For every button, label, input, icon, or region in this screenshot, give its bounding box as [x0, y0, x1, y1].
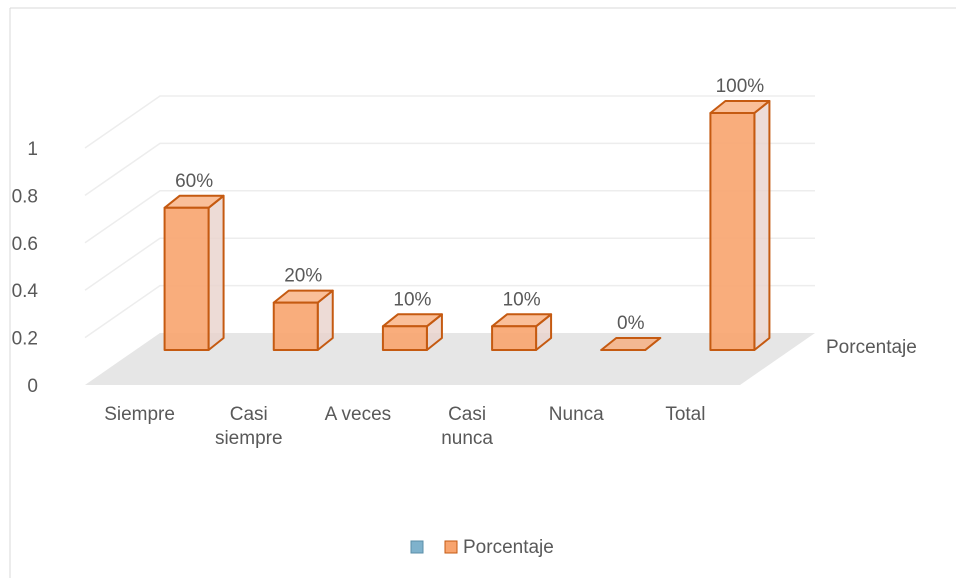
- bar-face: [381, 325, 428, 351]
- data-label: 60%: [175, 171, 213, 192]
- x-tick-label: Casi nunca: [441, 404, 493, 449]
- bar-face: [753, 100, 771, 351]
- x-tick-label: Casi siempre: [214, 404, 283, 449]
- bar-face: [163, 206, 210, 351]
- grid-line: [84, 142, 815, 197]
- bar-face: [207, 194, 225, 351]
- y-tick-label: 1: [27, 139, 38, 160]
- x-tick-label: A veces: [324, 404, 392, 425]
- depth-axis-label: Porcentaje: [826, 337, 917, 358]
- data-label: 0%: [617, 313, 645, 334]
- bar-face: [491, 325, 538, 351]
- y-tick-label: 0.2: [12, 329, 38, 350]
- x-tick-label: Total: [665, 404, 706, 425]
- data-label: 10%: [503, 289, 541, 310]
- bar: [491, 313, 553, 351]
- grid-line: [84, 237, 815, 291]
- bar-face: [272, 301, 319, 351]
- x-tick-label: Siempre: [104, 404, 175, 425]
- data-label: 10%: [393, 289, 431, 310]
- grid-line: [84, 284, 815, 339]
- bar-face: [709, 112, 756, 351]
- bar: [381, 313, 443, 351]
- bar: [600, 337, 662, 351]
- legend-swatch: [410, 540, 424, 554]
- y-tick-label: 0.8: [12, 186, 38, 207]
- bar: [709, 100, 771, 351]
- bar: [163, 194, 225, 351]
- grid-line: [84, 190, 815, 244]
- x-tick-label: Nunca: [548, 404, 604, 425]
- data-label: 20%: [284, 266, 322, 287]
- y-tick-label: 0.6: [12, 234, 38, 255]
- legend-label: Porcentaje: [463, 537, 554, 558]
- y-tick-label: 0.4: [12, 281, 39, 302]
- y-tick-label: 0: [27, 376, 38, 397]
- legend-swatch: [444, 540, 458, 554]
- bar: [272, 289, 334, 351]
- data-label: 100%: [716, 76, 765, 97]
- grid-line: [84, 95, 815, 149]
